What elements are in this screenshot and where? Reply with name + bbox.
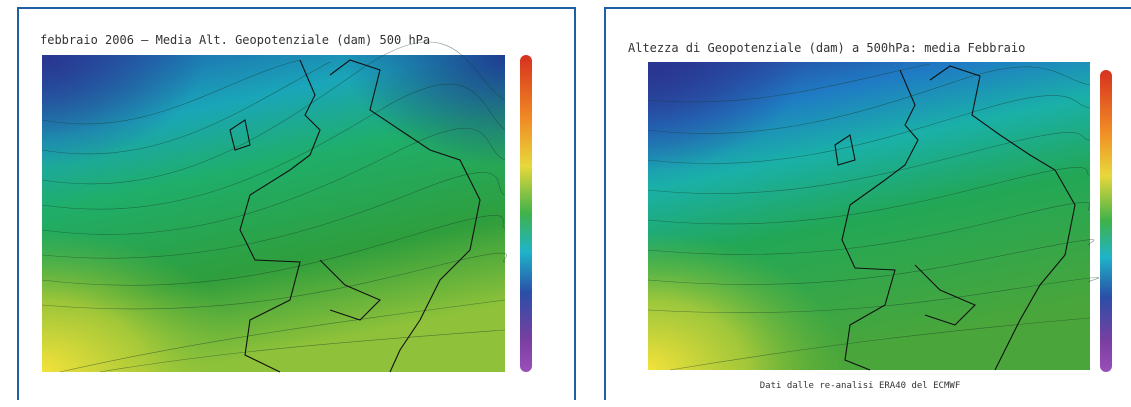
map	[648, 62, 1099, 370]
panel-right: Altezza di Geopotenziale (dam) a 500hPa:…	[605, 8, 1131, 400]
caption: Dati dalle re-analisi ERA40 del ECMWF	[760, 381, 960, 391]
map	[42, 42, 507, 372]
figure: febbraio 2006 – Media Alt. Geopotenziale…	[0, 0, 1131, 407]
map-field	[42, 55, 505, 372]
panel-title: Altezza di Geopotenziale (dam) a 500hPa:…	[628, 41, 1025, 55]
panel-left: febbraio 2006 – Media Alt. Geopotenziale…	[18, 8, 575, 400]
panel-title: febbraio 2006 – Media Alt. Geopotenziale…	[40, 33, 430, 47]
color-scale	[520, 55, 532, 372]
color-scale	[1100, 70, 1112, 372]
